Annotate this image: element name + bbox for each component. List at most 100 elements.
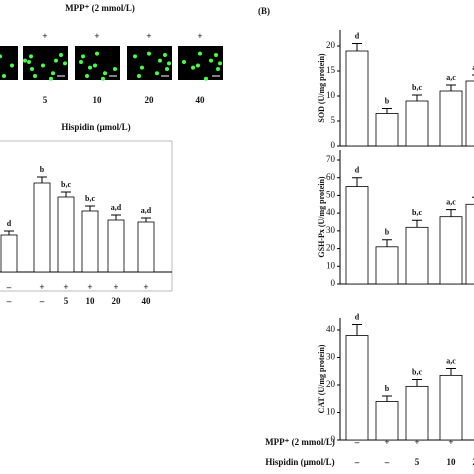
cell xyxy=(147,51,151,56)
annotation: d xyxy=(7,219,12,228)
mpp-row-label: + xyxy=(87,282,92,292)
bar xyxy=(405,100,429,147)
annotation: b,c xyxy=(412,208,422,217)
error-bar xyxy=(382,395,392,402)
annotation: b,c xyxy=(61,180,71,189)
cell xyxy=(218,61,222,66)
y-tick-label: 5 xyxy=(331,115,336,125)
y-tick-label: 30 xyxy=(326,225,336,235)
error-bar xyxy=(446,84,456,91)
dose-label: 40 xyxy=(196,95,206,105)
cell xyxy=(140,65,144,70)
micrograph xyxy=(127,46,172,80)
cell xyxy=(63,61,67,66)
y-tick-label: 15 xyxy=(326,65,336,75)
y-axis-label: CAT (U/mg protein) xyxy=(317,344,326,413)
annotation: b xyxy=(40,165,45,174)
annotation: a,c xyxy=(446,356,456,365)
bar xyxy=(345,335,369,441)
bar xyxy=(439,374,463,441)
bar xyxy=(375,246,399,285)
y-tick-label: 20 xyxy=(326,243,336,253)
dose-label: 20 xyxy=(145,95,155,105)
cell xyxy=(10,63,14,68)
mpp-row-label: + xyxy=(63,282,68,292)
cell xyxy=(54,58,58,63)
annotation: b,c xyxy=(85,194,95,203)
cell xyxy=(85,74,89,78)
bar xyxy=(439,216,463,285)
mpp-row-label: + xyxy=(113,282,118,292)
error-bar xyxy=(352,177,362,187)
error-bar xyxy=(141,217,151,222)
cell xyxy=(198,51,202,56)
bar xyxy=(137,221,155,273)
bar xyxy=(33,182,51,273)
mpp-row-label: + xyxy=(414,437,419,447)
y-tick-label: 10 xyxy=(326,407,336,417)
y-tick-label: 40 xyxy=(326,207,336,217)
error-bar xyxy=(111,214,121,220)
cell xyxy=(79,60,83,64)
mpp-row-label: – xyxy=(6,282,12,292)
cell xyxy=(93,63,97,68)
hispidin-row-label: 10 xyxy=(447,457,457,467)
cell xyxy=(49,76,53,81)
error-bar xyxy=(446,209,456,217)
cell xyxy=(165,67,169,71)
cell xyxy=(2,74,6,78)
mpp-row-label: – xyxy=(354,437,360,447)
cell xyxy=(23,58,27,63)
y-tick-label: 0 xyxy=(331,278,336,288)
mpp-row-label: + xyxy=(143,282,148,292)
annotation: b xyxy=(385,228,390,237)
cell xyxy=(81,54,85,59)
annotation: a,c xyxy=(446,197,456,206)
hispidin-row-label: – xyxy=(384,457,390,467)
annotation: a,c xyxy=(472,63,474,72)
hispidin-row-label: 5 xyxy=(415,457,420,467)
mpp-label: MPP⁺ (2 mmol/L) xyxy=(65,3,135,13)
bar xyxy=(465,80,474,147)
hispidin-row-label: – xyxy=(354,457,360,467)
cell xyxy=(163,53,167,57)
y-tick-label: 40 xyxy=(326,324,336,334)
y-tick-label: 0 xyxy=(331,434,336,444)
bar xyxy=(405,385,429,441)
y-axis-label: SOD (U/mg protein) xyxy=(317,53,326,123)
hispidin-label: Hispidin (μmol/L) xyxy=(265,457,334,467)
hispidin-label: Hispidin (μmol/L) xyxy=(61,122,130,132)
y-tick-label: 70 xyxy=(326,154,336,164)
error-bar xyxy=(382,239,392,247)
cell xyxy=(0,54,2,59)
y-tick-label: 0 xyxy=(331,140,336,150)
hispidin-row-label: 10 xyxy=(86,296,96,306)
bar xyxy=(107,219,125,273)
annotation: b xyxy=(385,96,390,105)
bar xyxy=(439,90,463,147)
cell xyxy=(155,71,159,76)
cell xyxy=(95,51,99,56)
mpp-row-label: + xyxy=(448,437,453,447)
error-bar xyxy=(382,108,392,114)
hispidin-row-label: – xyxy=(6,296,12,306)
dose-label: 5 xyxy=(43,95,48,105)
cell xyxy=(182,60,186,64)
cell xyxy=(204,76,208,81)
bar xyxy=(375,113,399,147)
cell xyxy=(101,76,105,81)
error-bar xyxy=(352,43,362,51)
error-bar xyxy=(61,191,71,197)
y-tick-label: 20 xyxy=(326,379,336,389)
plus-label: + xyxy=(42,31,47,41)
y-tick-label: 10 xyxy=(326,90,336,100)
bar xyxy=(0,234,18,273)
cell xyxy=(158,58,162,63)
annotation: b,c xyxy=(412,83,422,92)
y-tick-label: 10 xyxy=(326,260,336,270)
mpp-label: MPP⁺ (2 mmol/L) xyxy=(265,437,335,447)
cell xyxy=(209,58,213,63)
cell xyxy=(216,67,220,71)
annotation: b,c xyxy=(412,367,422,376)
